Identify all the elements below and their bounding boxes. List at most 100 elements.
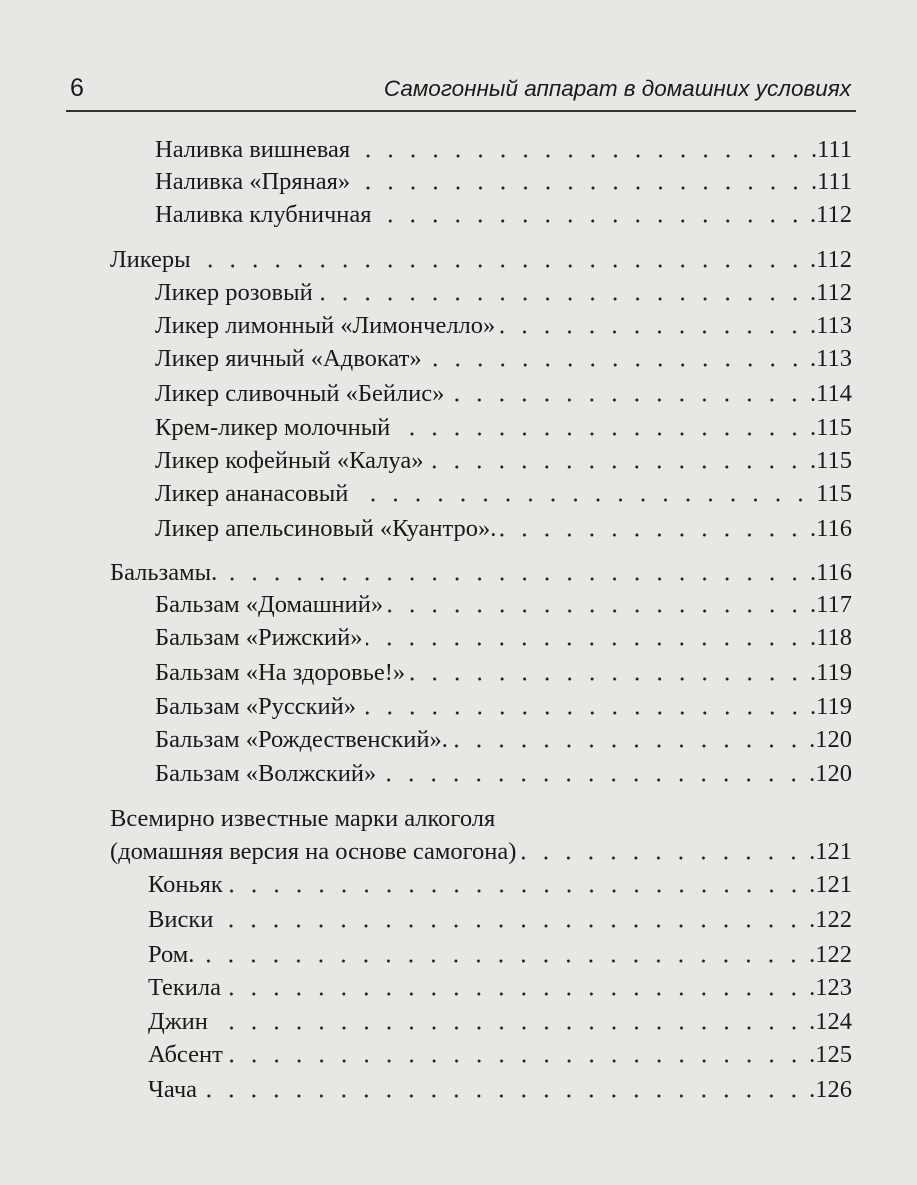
- toc-entry: Бальзам «Волжский» .120: [0, 758, 852, 790]
- dot-leader: [520, 836, 806, 868]
- dot-leader: [394, 412, 807, 444]
- dot-leader: [225, 972, 806, 1004]
- toc-entry-title: Наливка вишневая: [155, 136, 351, 163]
- dot-leader: [354, 166, 807, 198]
- page-number: 6: [70, 74, 84, 102]
- toc-entry-title: (домашняя версия на основе самогона): [110, 838, 517, 865]
- toc-entry-page: .118: [810, 624, 852, 651]
- toc-entry-title: Ликер розовый: [155, 279, 313, 306]
- toc-entry-title: Ликер апельсиновый «Куантро».: [155, 515, 497, 542]
- toc-entry: Всемирно известные марки алкоголя: [0, 803, 852, 835]
- toc-entry: Ликер кофейный «Калуа» .115: [0, 445, 852, 477]
- toc-entry: Ром. .122: [0, 939, 852, 971]
- toc-entry-page: .111: [810, 168, 852, 195]
- toc-entry: Крем-ликер молочный .115: [0, 412, 852, 444]
- dot-leader: [226, 1039, 806, 1071]
- toc-entry-title: Ликер лимонный «Лимончелло»: [155, 312, 496, 339]
- toc-entry-title: Ликеры: [110, 246, 191, 273]
- dot-leader: [499, 310, 807, 342]
- toc-entry: Ликер ананасовый 115: [0, 478, 852, 510]
- header-rule: [66, 110, 856, 112]
- toc-entry: Ликер апельсиновый «Куантро». .116: [0, 513, 852, 545]
- toc-entry-title: Наливка «Пряная»: [155, 168, 351, 195]
- toc-entry-title: Крем-ликер молочный: [155, 414, 391, 441]
- toc-entry: Виски .122: [0, 904, 852, 936]
- toc-entry-page: .120: [809, 726, 852, 753]
- dot-leader: [352, 478, 813, 510]
- toc-entry-page: .121: [809, 871, 852, 898]
- dot-leader: [499, 803, 848, 835]
- toc-entry-title: Джин: [148, 1008, 208, 1035]
- toc-entry-title: Ликер яичный «Адвокат»: [155, 345, 422, 372]
- toc-entry-title: Виски: [148, 906, 214, 933]
- toc-entry-title: Бальзам «Рижский»: [155, 624, 363, 651]
- toc-entry-page: .113: [810, 312, 852, 339]
- dot-leader: [380, 758, 806, 790]
- toc-entry-page: .111: [810, 136, 852, 163]
- toc-entry: Наливка клубничная .112: [0, 199, 852, 231]
- dot-leader: [194, 244, 807, 276]
- toc-entry-title: Ликер ананасовый: [155, 480, 349, 507]
- toc-entry-title: Ликер кофейный «Калуа»: [155, 447, 424, 474]
- toc-entry-page: .114: [810, 380, 852, 407]
- toc-entry-title: Бальзам «Рождественский».: [155, 726, 448, 753]
- toc-entry: Ликер яичный «Адвокат» .113: [0, 343, 852, 375]
- toc-entry: Абсент .125: [0, 1039, 852, 1071]
- dot-leader: [360, 691, 807, 723]
- dot-leader: [217, 904, 806, 936]
- dot-leader: [375, 199, 807, 231]
- toc-entry-title: Всемирно известные марки алкоголя: [110, 805, 496, 832]
- toc-entry-title: Бальзам «Русский»: [155, 693, 356, 720]
- dot-leader: [427, 445, 807, 477]
- toc-entry-title: Ликер сливочный «Бейлис»: [155, 380, 445, 407]
- toc-entry-title: Чача: [148, 1076, 198, 1103]
- toc-entry-title: Наливка клубничная: [155, 201, 372, 228]
- dot-leader: [198, 939, 806, 971]
- dot-leader: [500, 513, 807, 545]
- toc-entry: Ликер лимонный «Лимончелло» .113: [0, 310, 852, 342]
- dot-leader: [354, 134, 807, 166]
- toc-entry: Бальзам «На здоровье!» .119: [0, 657, 852, 689]
- toc-entry: Ликер розовый .112: [0, 277, 852, 309]
- dot-leader: [366, 622, 807, 654]
- toc-entry-page: .125: [809, 1041, 852, 1068]
- toc-entry-page: .115: [810, 414, 852, 441]
- dot-leader: [448, 378, 807, 410]
- dot-leader: [211, 1006, 806, 1038]
- toc-entry-page: .112: [810, 201, 852, 228]
- dot-leader: [221, 557, 807, 589]
- toc-entry-page: .124: [809, 1008, 852, 1035]
- toc-entry-page: .123: [809, 974, 852, 1001]
- toc-entry-title: Бальзам «Домашний»: [155, 591, 384, 618]
- toc-entry-page: .119: [810, 693, 852, 720]
- toc-entry: Текила .123: [0, 972, 852, 1004]
- toc-entry-page: .122: [809, 941, 852, 968]
- toc-entry-title: Ром.: [148, 941, 195, 968]
- dot-leader: [409, 657, 807, 689]
- toc-entry-page: .117: [810, 591, 852, 618]
- toc-entry-page: 115: [816, 480, 852, 507]
- dot-leader: [451, 724, 806, 756]
- toc-entry-page: .120: [809, 760, 852, 787]
- toc-entry: Джин .124: [0, 1006, 852, 1038]
- toc-entry: (домашняя версия на основе самогона) .121: [0, 836, 852, 868]
- toc-entry-title: Бальзам «Волжский»: [155, 760, 377, 787]
- dot-leader: [316, 277, 807, 309]
- dot-leader: [226, 869, 806, 901]
- toc-entry-page: .121: [809, 838, 852, 865]
- toc-entry-title: Бальзам «На здоровье!»: [155, 659, 406, 686]
- toc-entry: Ликеры .112: [0, 244, 852, 276]
- toc-entry-page: .122: [809, 906, 852, 933]
- toc-entry-page: .126: [809, 1076, 852, 1103]
- toc-entry: Бальзам «Рождественский». .120: [0, 724, 852, 756]
- toc-entry: Чача .126: [0, 1074, 852, 1106]
- dot-leader: [425, 343, 807, 375]
- toc-entry: Бальзам «Рижский» .118: [0, 622, 852, 654]
- toc-entry-page: .115: [810, 447, 852, 474]
- toc-entry: Ликер сливочный «Бейлис» .114: [0, 378, 852, 410]
- toc-entry: Бальзам «Русский» .119: [0, 691, 852, 723]
- toc-entry-page: .113: [810, 345, 852, 372]
- running-header: 6 Самогонный аппарат в домашних условиях: [0, 70, 917, 110]
- toc-entry-title: Абсент: [148, 1041, 223, 1068]
- running-title: Самогонный аппарат в домашних условиях: [383, 76, 851, 101]
